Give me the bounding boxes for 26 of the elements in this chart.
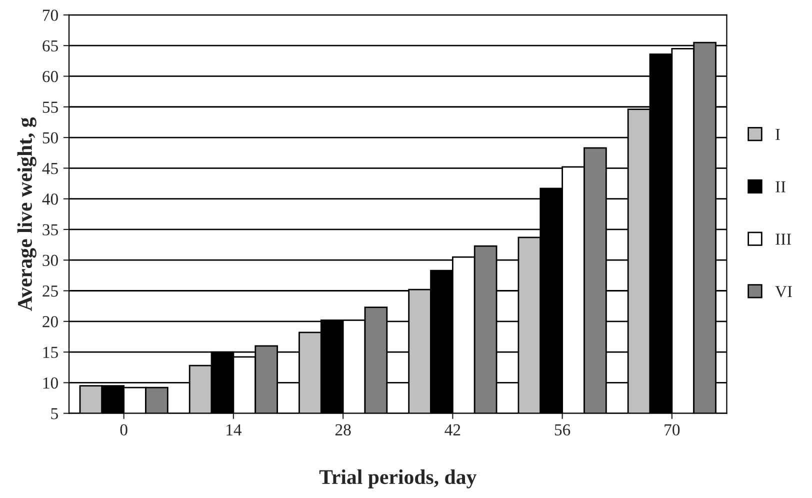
legend-label: II — [776, 181, 786, 192]
y-tick-label: 10 — [43, 377, 58, 389]
y-tick-label: 30 — [42, 254, 58, 266]
y-tick-label: 35 — [42, 224, 58, 236]
y-tick-label: 25 — [42, 286, 58, 297]
x-tick-label: 56 — [554, 424, 570, 436]
legend-label: VI — [775, 286, 792, 298]
legend-label: I — [776, 128, 780, 140]
y-tick-label: 20 — [42, 316, 58, 328]
y-tick-label: 15 — [43, 346, 58, 358]
x-tick-label: 70 — [664, 424, 680, 436]
y-tick-label: 5 — [51, 408, 58, 420]
x-tick-label: 0 — [120, 424, 128, 436]
y-tick-label: 50 — [42, 132, 58, 144]
y-tick-label: 55 — [42, 102, 58, 113]
y-tick-label: 70 — [43, 10, 58, 21]
x-axis-title: Trial periods, day — [319, 469, 476, 488]
legend-label: III — [776, 234, 792, 245]
y-tick-label: 65 — [42, 40, 58, 52]
y-tick-label: 45 — [42, 162, 58, 174]
y-tick-label: 60 — [42, 70, 58, 82]
y-axis-title: Average live weight, g — [17, 117, 36, 311]
x-tick-label: 14 — [226, 424, 242, 436]
x-tick-label: 28 — [335, 424, 351, 436]
y-tick-label: 40 — [42, 194, 58, 205]
x-tick-label: 42 — [444, 424, 460, 436]
